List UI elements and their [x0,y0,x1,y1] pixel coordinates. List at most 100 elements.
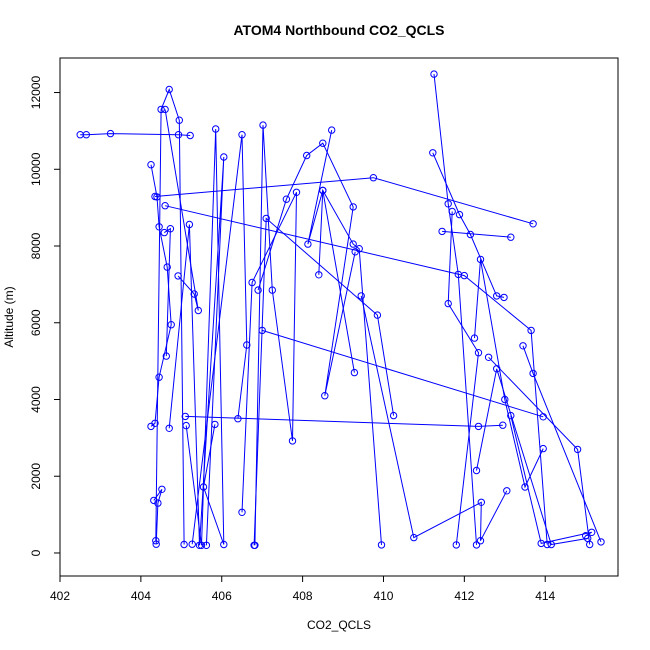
series-line [442,230,511,238]
data-point [499,421,507,429]
series-line [433,74,477,545]
y-tick-label: 0 [29,549,43,556]
data-point [319,186,327,195]
series-line [155,88,185,545]
x-tick-label: 406 [212,589,232,603]
data-point [243,341,251,349]
data-point [476,537,485,545]
data-point [174,131,183,139]
data-point [500,293,508,302]
series-line [432,152,505,298]
x-tick-label: 414 [535,589,555,603]
data-point [537,539,545,548]
series-line [262,329,544,418]
data-point [181,412,190,421]
y-tick-label: 6000 [29,309,43,336]
data-point [519,342,527,350]
x-axis: 402 404 406 408 410 412 414 [50,575,556,603]
data-point [452,541,460,549]
data-point [349,203,357,211]
data-point [484,353,493,361]
series-line [164,205,548,545]
series-line [241,125,297,546]
data-point [444,200,452,208]
plot-frame [59,57,619,577]
data-point [262,214,270,223]
series-line [318,188,382,545]
data-point [220,153,228,161]
data-point [212,125,220,133]
data-point [167,321,175,329]
x-tick-label: 410 [373,589,393,603]
data-point [357,292,365,300]
data-point [477,498,485,506]
data-point [106,129,115,138]
data-point [349,240,357,248]
data-point [493,292,501,300]
data-point [350,368,359,377]
data-point [597,538,605,546]
series-line [185,415,503,427]
data-point [186,131,194,140]
data-point [188,540,196,548]
series-line [164,227,171,357]
data-point [503,487,511,495]
series-line [488,356,591,545]
data-point [155,223,163,231]
x-tick-label: 412 [454,589,474,603]
data-point [304,240,312,248]
data-point [472,541,481,549]
data-point [444,299,452,308]
data-point [238,508,246,516]
data-point [155,373,163,381]
y-tick-label: 12000 [29,76,43,110]
series-line [447,211,480,545]
series-line [253,217,395,546]
series-line [522,345,602,543]
data-point [430,70,438,78]
data-point [288,437,297,445]
data-point [268,286,276,294]
data-point [254,286,262,294]
series-line [191,134,248,545]
data-point [152,537,160,545]
series-line [168,156,225,546]
data-point [474,349,483,357]
data-point [158,485,166,493]
data-point [147,422,155,431]
data-point [197,541,206,549]
data-point [154,499,162,507]
data-point [194,306,203,315]
y-axis: 0 2000 4000 6000 8000 10000 12000 [29,76,61,556]
plot-area [76,70,605,549]
data-point [174,272,182,280]
y-tick-label: 10000 [29,152,43,186]
data-point [529,220,537,228]
x-axis-label: CO2_QCLS [307,618,371,632]
series-line [476,368,588,546]
series-line [153,489,163,545]
data-point [476,255,485,264]
data-point [321,392,329,400]
data-point [250,541,258,549]
series-line [257,142,356,396]
data-point [161,202,169,210]
x-tick-label: 402 [50,589,70,603]
data-point [429,149,437,157]
data-point [455,210,464,219]
data-point [211,420,219,429]
series-line [185,128,225,546]
data-point [472,466,481,475]
data-point [175,116,184,124]
data-point [190,290,198,298]
data-point [248,278,256,287]
data-point [373,311,382,319]
data-point [507,411,515,420]
data-point [182,421,190,430]
data-point [507,233,515,241]
data-point [82,131,91,139]
data-point [438,227,446,236]
data-point [448,207,456,216]
data-point [292,188,301,197]
